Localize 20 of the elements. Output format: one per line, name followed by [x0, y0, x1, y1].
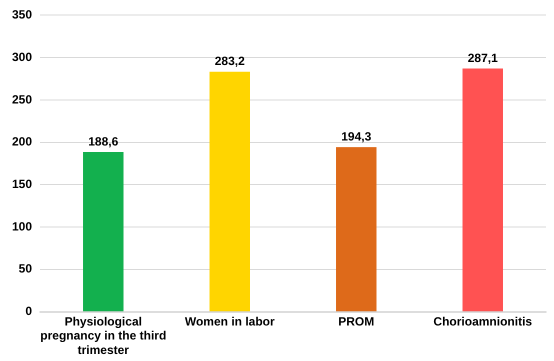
bar: [336, 147, 376, 312]
data-label: 194,3: [341, 129, 372, 144]
y-tick-label: 150: [12, 177, 32, 191]
y-tick-label: 250: [12, 92, 32, 106]
y-tick-label: 100: [12, 219, 32, 234]
y-tick-label: 200: [12, 134, 32, 149]
x-tick-label: Physiological pregnancy in the third trimester: [40, 314, 166, 358]
y-tick-label: 350: [12, 8, 32, 22]
x-tick-label: PROM: [338, 314, 374, 328]
x-tick-label: Chorioamnionitis: [433, 314, 532, 328]
y-tick-label: 300: [12, 50, 32, 64]
y-tick-label: 0: [25, 304, 32, 318]
data-label: 287,1: [468, 50, 498, 65]
data-label: 283,2: [214, 54, 246, 68]
data-label: 188,6: [88, 134, 119, 148]
bar: [462, 68, 503, 312]
bar: [210, 72, 250, 312]
bar: [83, 152, 124, 312]
x-tick-label: Women in labor: [184, 314, 275, 328]
y-tick-label: 50: [18, 262, 32, 276]
